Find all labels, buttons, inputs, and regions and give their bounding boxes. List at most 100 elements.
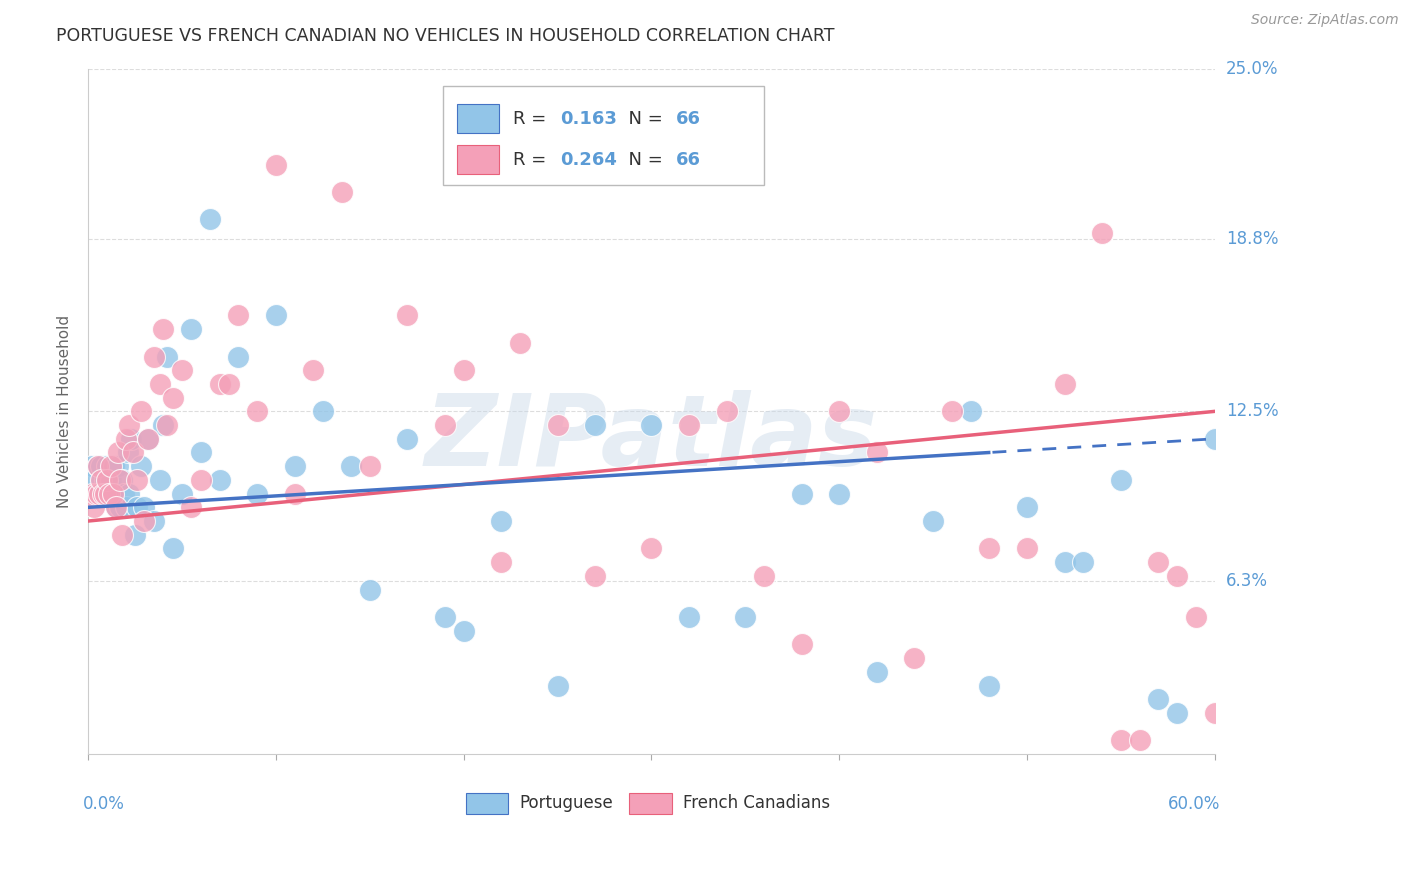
Point bbox=[89, 486, 111, 500]
Point bbox=[108, 500, 131, 515]
Point bbox=[228, 309, 250, 323]
Point bbox=[264, 157, 287, 171]
Point bbox=[583, 569, 606, 583]
Point bbox=[120, 432, 142, 446]
Point bbox=[246, 486, 269, 500]
Point bbox=[142, 514, 165, 528]
Point bbox=[84, 486, 107, 500]
Point bbox=[156, 350, 179, 364]
Point bbox=[903, 651, 925, 665]
Point bbox=[190, 473, 212, 487]
Text: Portuguese: Portuguese bbox=[520, 795, 613, 813]
Text: Source: ZipAtlas.com: Source: ZipAtlas.com bbox=[1251, 13, 1399, 28]
Point bbox=[640, 418, 662, 433]
Point bbox=[152, 322, 174, 336]
Text: 60.0%: 60.0% bbox=[1168, 796, 1220, 814]
Point bbox=[640, 541, 662, 556]
Point bbox=[491, 555, 513, 569]
Point bbox=[284, 486, 307, 500]
Point bbox=[124, 527, 146, 541]
Point bbox=[1073, 555, 1095, 569]
Point bbox=[107, 445, 129, 459]
Point bbox=[1015, 541, 1038, 556]
Text: 6.3%: 6.3% bbox=[1226, 573, 1268, 591]
Point bbox=[284, 459, 307, 474]
Point bbox=[114, 500, 136, 515]
Point bbox=[312, 404, 335, 418]
Point bbox=[547, 418, 569, 433]
Point bbox=[1053, 376, 1076, 391]
Point bbox=[302, 363, 325, 377]
Point bbox=[218, 376, 240, 391]
Point bbox=[979, 541, 1001, 556]
Point bbox=[91, 486, 114, 500]
Point bbox=[156, 418, 179, 433]
Point bbox=[90, 473, 112, 487]
Point bbox=[152, 418, 174, 433]
Point bbox=[866, 665, 889, 679]
Point bbox=[678, 418, 700, 433]
Text: PORTUGUESE VS FRENCH CANADIAN NO VEHICLES IN HOUSEHOLD CORRELATION CHART: PORTUGUESE VS FRENCH CANADIAN NO VEHICLE… bbox=[56, 27, 835, 45]
Point bbox=[828, 404, 851, 418]
Point bbox=[752, 569, 775, 583]
Point bbox=[453, 363, 475, 377]
Point bbox=[111, 527, 134, 541]
Point bbox=[142, 350, 165, 364]
Point bbox=[136, 432, 159, 446]
Point bbox=[162, 391, 184, 405]
Point bbox=[208, 376, 231, 391]
Point bbox=[1147, 692, 1170, 706]
Point bbox=[1109, 733, 1132, 747]
Point bbox=[716, 404, 738, 418]
Y-axis label: No Vehicles in Household: No Vehicles in Household bbox=[58, 315, 72, 508]
Point bbox=[118, 486, 141, 500]
Point bbox=[734, 610, 756, 624]
Point bbox=[1091, 226, 1114, 240]
Point bbox=[94, 473, 117, 487]
Point bbox=[80, 486, 103, 500]
Point bbox=[208, 473, 231, 487]
Text: N =: N = bbox=[617, 151, 668, 169]
Point bbox=[246, 404, 269, 418]
Text: 0.163: 0.163 bbox=[560, 110, 617, 128]
Text: 0.0%: 0.0% bbox=[83, 796, 124, 814]
Point bbox=[790, 486, 813, 500]
Point bbox=[118, 418, 141, 433]
Point bbox=[125, 500, 148, 515]
Point bbox=[1204, 432, 1226, 446]
Point bbox=[86, 459, 108, 474]
Point bbox=[509, 335, 531, 350]
Text: ZIPatlas: ZIPatlas bbox=[425, 391, 877, 487]
Point bbox=[170, 486, 193, 500]
Point bbox=[162, 541, 184, 556]
Text: French Canadians: French Canadians bbox=[683, 795, 830, 813]
Point bbox=[105, 500, 128, 515]
Point bbox=[200, 212, 222, 227]
Point bbox=[1147, 555, 1170, 569]
Text: 18.8%: 18.8% bbox=[1226, 229, 1278, 248]
Point bbox=[100, 473, 122, 487]
Text: N =: N = bbox=[617, 110, 668, 128]
Point bbox=[91, 486, 114, 500]
Point bbox=[433, 610, 456, 624]
Point bbox=[1166, 706, 1188, 720]
Point bbox=[491, 514, 513, 528]
Point bbox=[80, 459, 103, 474]
Point bbox=[180, 500, 202, 515]
Point bbox=[86, 459, 108, 474]
Point bbox=[107, 459, 129, 474]
Point bbox=[959, 404, 981, 418]
Point bbox=[134, 500, 156, 515]
Point bbox=[111, 473, 134, 487]
Point bbox=[100, 459, 122, 474]
Point bbox=[359, 582, 381, 597]
Point bbox=[866, 445, 889, 459]
Point bbox=[941, 404, 963, 418]
FancyBboxPatch shape bbox=[457, 104, 499, 133]
FancyBboxPatch shape bbox=[443, 86, 763, 186]
Point bbox=[129, 404, 152, 418]
Point bbox=[396, 432, 419, 446]
Point bbox=[83, 500, 105, 515]
Point bbox=[359, 459, 381, 474]
Point bbox=[114, 432, 136, 446]
